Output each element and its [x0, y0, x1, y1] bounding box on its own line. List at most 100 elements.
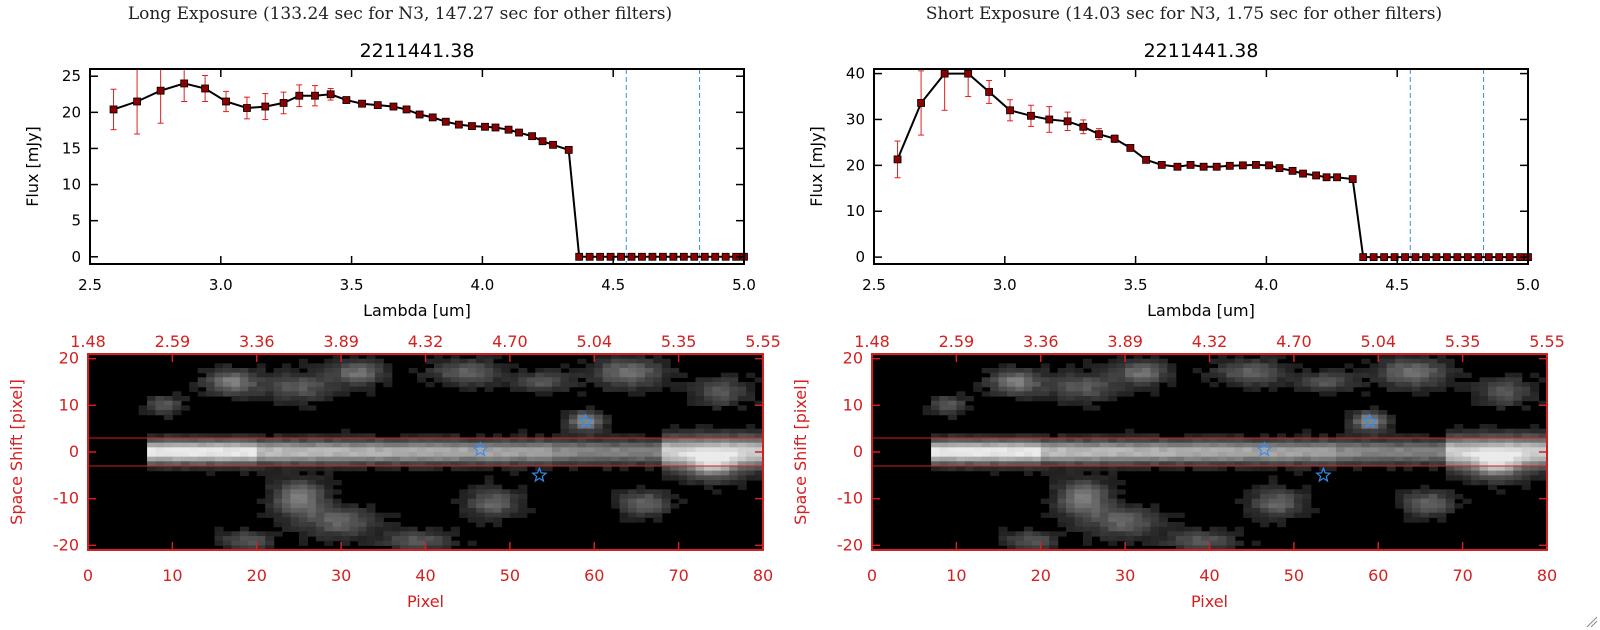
y-tick-label: 20: [59, 349, 79, 368]
data-point: [538, 137, 547, 146]
top-tick-label: 4.70: [492, 332, 528, 351]
star-marker: [1361, 413, 1379, 429]
data-point: [1299, 169, 1307, 178]
top-tick-label: 2.59: [155, 332, 191, 351]
x-tick-label: 20: [247, 566, 267, 585]
data-point: [1212, 162, 1221, 171]
data-point: [389, 102, 398, 111]
y-tick-label: 10: [59, 395, 79, 414]
data-point: [1063, 117, 1072, 126]
data-point: [1422, 253, 1430, 262]
data-point: [669, 252, 678, 261]
x-tick-label: 30: [1115, 566, 1135, 585]
data-point: [964, 69, 973, 78]
data-point: [1453, 253, 1462, 262]
top-tick-label: 3.89: [1107, 332, 1143, 351]
data-point: [1252, 160, 1260, 169]
data-point: [504, 125, 513, 134]
data-point: [1348, 175, 1357, 184]
y-tick-label: 5: [71, 212, 81, 230]
data-point: [659, 252, 667, 261]
top-tick-label: 2.59: [939, 332, 975, 351]
x-tick-label: 70: [1452, 566, 1472, 585]
data-point: [133, 97, 141, 106]
data-point: [441, 117, 450, 126]
top-tick-label: 5.04: [576, 332, 612, 351]
data-point: [311, 91, 319, 100]
data-point: [1095, 130, 1103, 139]
star-marker: [577, 413, 595, 429]
x-tick-label: 40: [415, 566, 435, 585]
data-point: [638, 252, 646, 261]
data-point: [617, 252, 625, 261]
top-tick-label: 3.89: [323, 332, 359, 351]
x-tick-label: 0: [867, 566, 877, 585]
data-point: [415, 110, 424, 119]
short-exposure-figure: 2211441.38 2.5 3.0 3.5 4.0 4.5 5.0 0 10 20 30 40 Lam…: [791, 40, 1565, 611]
data-point: [1238, 161, 1247, 170]
data-point: [1333, 173, 1341, 182]
data-point: [1225, 161, 1234, 170]
y-tick-label: -20: [837, 535, 863, 554]
x-tick-label: 40: [1199, 566, 1219, 585]
spectrum-title: 2211441.38: [360, 40, 475, 62]
data-point: [606, 252, 615, 261]
data-point: [1443, 253, 1451, 262]
x-tick-label: 30: [331, 566, 351, 585]
x-tick-label: 50: [1284, 566, 1304, 585]
data-point: [1432, 253, 1441, 262]
y-tick-label: 0: [69, 442, 79, 461]
data-point: [1359, 253, 1368, 262]
data-point: [402, 105, 411, 114]
data-point: [1369, 253, 1378, 262]
x-tick-label: 60: [584, 566, 604, 585]
data-point: [1110, 134, 1119, 143]
data-point: [428, 113, 437, 122]
data-point: [1505, 253, 1514, 262]
data-point: [180, 79, 189, 88]
data-point: [1045, 115, 1054, 124]
long-exposure-figure: 2211441.38 2.5 3.0 3.5 4.0 4.5 5.0 0 5 10 15 20 25 La…: [7, 40, 781, 611]
x-tick-label: 5.0: [732, 276, 756, 294]
top-tick-label: 1.48: [70, 332, 106, 351]
data-point: [575, 252, 584, 261]
y-tick-label: -20: [53, 535, 79, 554]
x-tick-label: 80: [1537, 566, 1557, 585]
x-tick-label: 70: [668, 566, 688, 585]
data-point: [1322, 173, 1331, 182]
y-axis-label: Space Shift [pixel]: [7, 379, 26, 525]
data-point: [201, 84, 210, 93]
y-tick-label: 0: [853, 442, 863, 461]
y-tick-label: 20: [62, 103, 81, 121]
x-tick-label: 4.5: [1385, 276, 1409, 294]
resize-grip-icon[interactable]: [1584, 614, 1598, 628]
data-point: [585, 252, 594, 261]
y-tick-label: 0: [71, 248, 81, 266]
detector-image: [138, 354, 764, 551]
data-point: [596, 252, 605, 261]
x-tick-label: 5.0: [1516, 276, 1540, 294]
data-point: [373, 101, 382, 110]
y-tick-label: 10: [843, 395, 863, 414]
data-point: [1126, 144, 1135, 152]
data-point: [690, 252, 699, 261]
data-point: [342, 96, 351, 104]
y-tick-label: -10: [837, 489, 863, 508]
top-tick-label: 5.35: [661, 332, 697, 351]
data-point: [1288, 166, 1297, 175]
x-tick-label: 0: [83, 566, 93, 585]
long-exposure-panel: Long Exposure (133.24 sec for N3, 147.27…: [7, 4, 781, 611]
data-point: [721, 252, 730, 261]
data-point: [564, 145, 573, 154]
y-axis-label: Flux [mJy]: [807, 126, 826, 207]
data-point: [1390, 253, 1399, 262]
x-tick-label: 2.5: [862, 276, 886, 294]
spectrum-title: 2211441.38: [1144, 40, 1259, 62]
data-point: [109, 105, 118, 114]
x-tick-label: 80: [753, 566, 773, 585]
star-marker: [1256, 441, 1273, 457]
data-point: [1463, 253, 1472, 262]
x-tick-label: 10: [946, 566, 966, 585]
top-tick-label: 3.36: [239, 332, 275, 351]
x-tick-label: 60: [1368, 566, 1388, 585]
